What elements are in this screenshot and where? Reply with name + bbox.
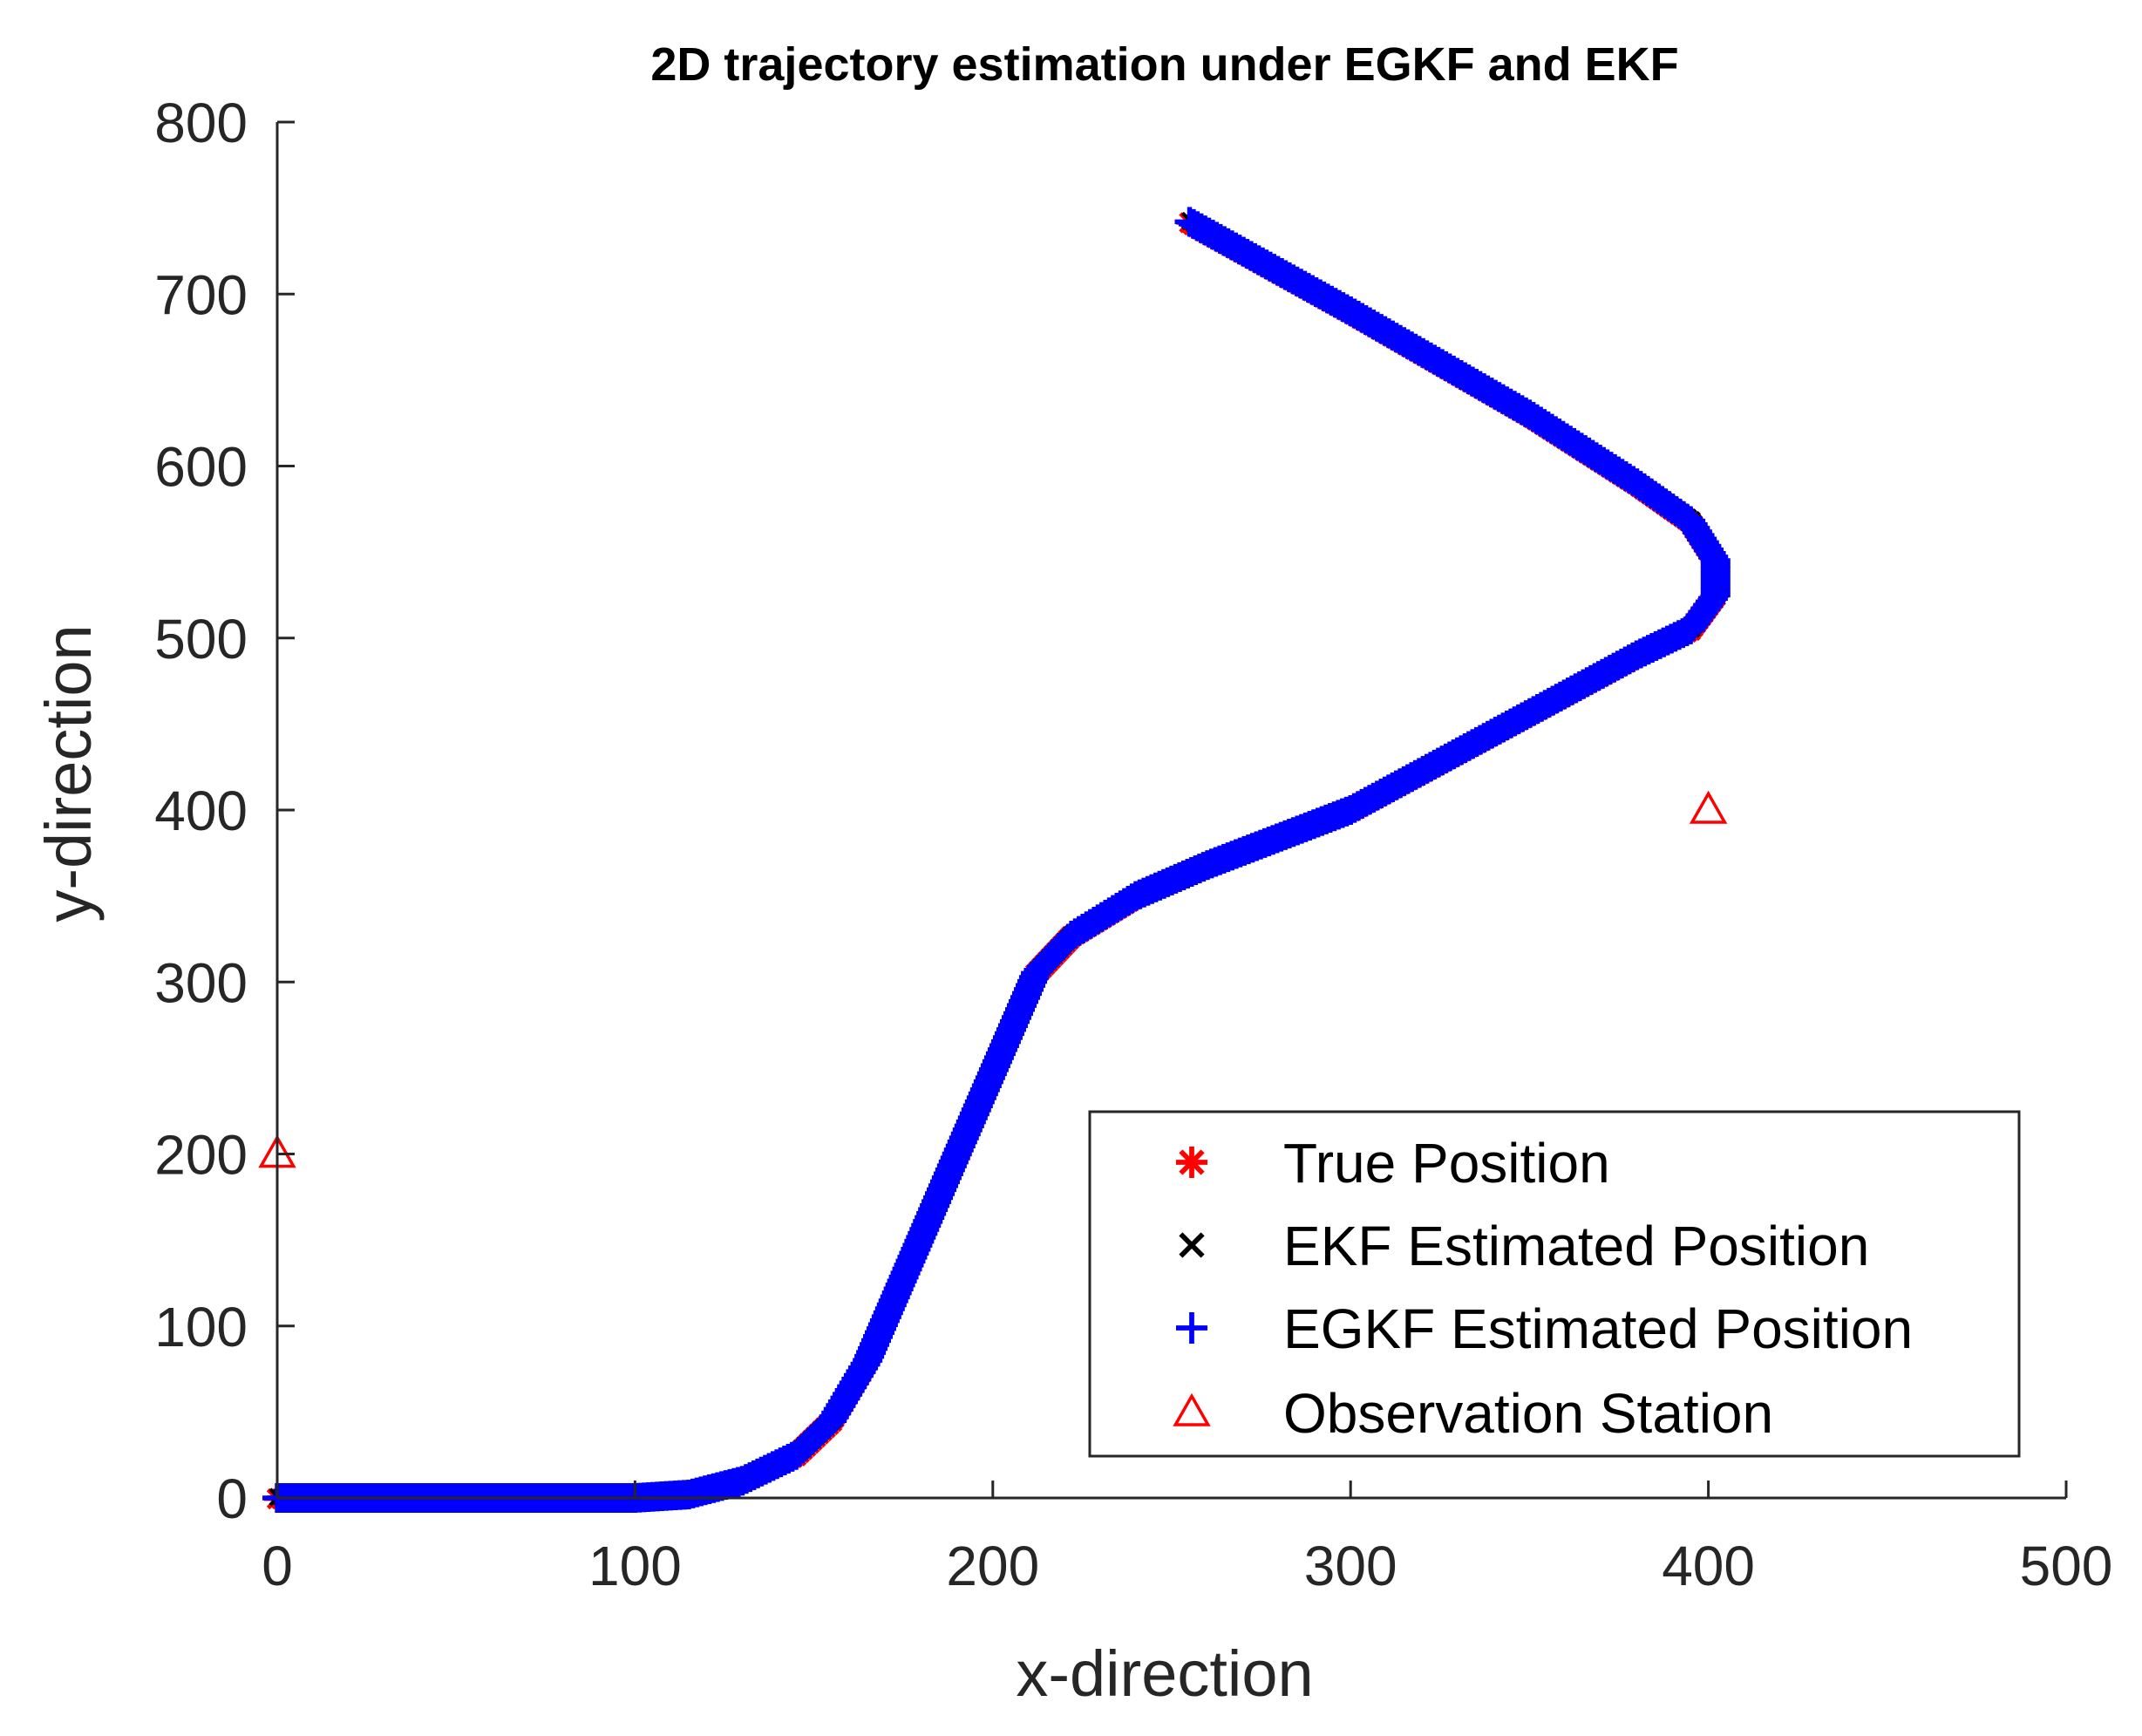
y-tick-label: 0 [216, 1467, 248, 1530]
legend-entry-label: Observation Station [1283, 1382, 1773, 1445]
x-tick-label: 300 [1304, 1535, 1397, 1597]
y-tick-label: 200 [154, 1124, 248, 1187]
legend-entry-label: EGKF Estimated Position [1283, 1297, 1913, 1360]
observation-station-point [1689, 790, 1728, 824]
legend-entry-label: EKF Estimated Position [1283, 1215, 1869, 1277]
legend: True Position EKF Estimated Position EGKF … [1088, 1110, 2021, 1458]
y-tick-label: 100 [154, 1296, 248, 1358]
y-tick-label: 400 [154, 779, 248, 842]
x-tick-label: 500 [2020, 1535, 2113, 1597]
legend-marker [1173, 1392, 1211, 1426]
legend-entry-label: True Position [1283, 1132, 1610, 1195]
x-tick-label: 200 [946, 1535, 1039, 1597]
y-tick-label: 600 [154, 436, 248, 499]
axes: 0 100 200 300 400 500 0 100 200 300 400 500 600 700 80… [154, 92, 2112, 1597]
y-axis-label: y-direction [32, 624, 105, 922]
legend-marker [1179, 1232, 1205, 1258]
y-tick-label: 500 [154, 608, 248, 671]
egkf-estimated-point [1174, 207, 1205, 237]
legend-box [1088, 1110, 2021, 1458]
x-tick-label: 0 [262, 1535, 293, 1597]
legend-marker [1176, 1312, 1207, 1344]
x-axis-label: x-direction [1016, 1637, 1313, 1710]
x-tick-label: 100 [588, 1535, 682, 1597]
y-tick-label: 800 [154, 92, 248, 154]
chart-title: 2D trajectory estimation under EGKF and … [650, 38, 1678, 91]
y-tick-label: 700 [154, 263, 248, 326]
y-tick-label: 300 [154, 951, 248, 1014]
legend-marker [1176, 1147, 1207, 1178]
x-tick-label: 400 [1662, 1535, 1755, 1597]
